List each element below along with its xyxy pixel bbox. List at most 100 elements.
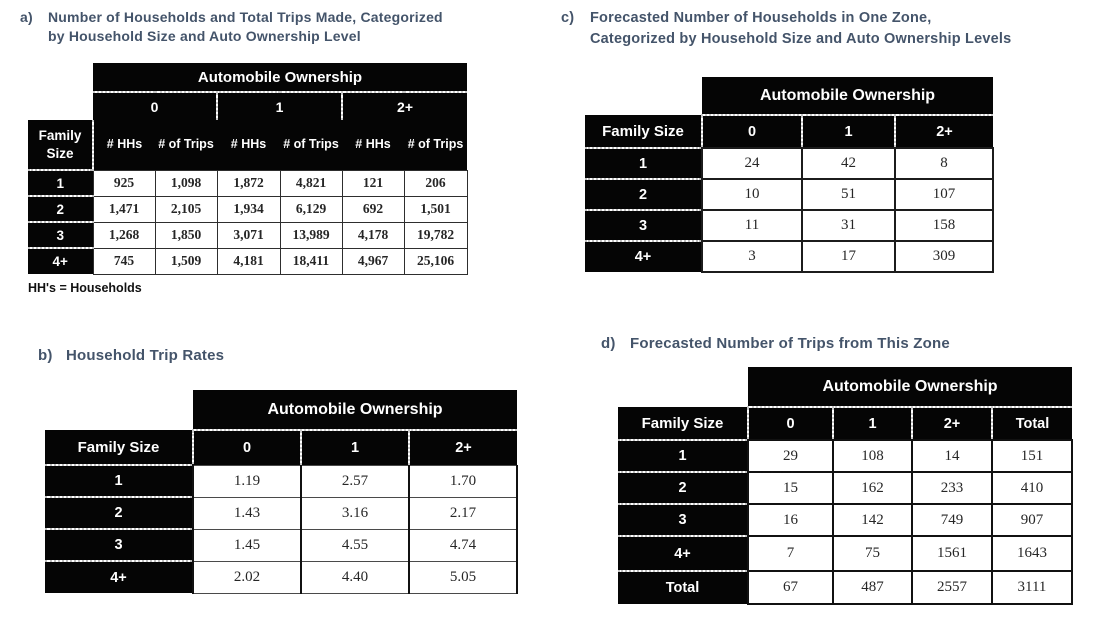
table-c-cell: 17 [801,240,896,273]
table-d-cell: 162 [832,471,913,505]
table-a-cell: 4,821 [279,169,343,197]
table-b-cell: 2.57 [300,464,410,498]
table-d-cell: 1643 [991,535,1073,572]
table-c-cell: 24 [701,147,803,180]
figure-c-label: c) [561,10,575,26]
table-b-automobile-ownership-header: Automobile Ownership [193,390,517,431]
table-b-cell: 2.02 [192,560,302,594]
table-d-cell: 1561 [911,535,993,572]
table-d-family-size-header: Family Size [618,407,748,440]
table-a-cell: 19,782 [403,221,468,249]
table-d-total-cell: 2557 [911,570,993,605]
table-d-total-cell: 487 [832,570,913,605]
table-d-automobile-ownership-header: Automobile Ownership [748,367,1072,408]
table-a-col-hhs-0: # HHs [92,120,155,170]
table-c-forecasted-households: Automobile Ownership Family Size 0 1 2+ … [585,77,994,273]
table-b-family-size-header: Family Size [45,430,193,465]
figure-b-title-line1: Household Trip Rates [66,347,225,364]
table-d-cell: 7 [747,535,834,572]
figure-a-title: a) Number of Households and Total Trips … [20,8,490,46]
table-d-row-label: 2 [618,471,748,504]
table-d-cell: 749 [911,503,993,537]
table-c-row-label: 2 [585,178,702,210]
table-c-cell: 51 [801,178,896,211]
table-a-cell: 206 [403,169,468,197]
table-b-cell: 1.70 [408,464,518,498]
table-b-row-label: 3 [45,528,193,561]
table-a-cell: 18,411 [279,247,343,275]
table-b-cell: 2.17 [408,496,518,530]
table-d-ownership-level-0: 0 [747,407,833,440]
table-a-cell: 1,934 [216,195,281,223]
table-c-cell: 11 [701,209,803,242]
figure-a-title-line1: Number of Households and Total Trips Mad… [48,9,443,25]
table-b-row-label: 2 [45,496,193,529]
table-b-cell: 4.55 [300,528,410,562]
table-a-cell: 13,989 [279,221,343,249]
table-a-ownership-level-1: 1 [216,92,342,120]
table-d-cell: 151 [991,439,1073,473]
table-a-cell: 1,509 [154,247,218,275]
table-c-family-size-header: Family Size [585,115,702,148]
table-a-row-label: 4+ [28,247,93,274]
table-a-cell: 3,071 [216,221,281,249]
table-d-cell: 29 [747,439,834,473]
table-a-households-and-trips: Automobile Ownership 0 1 2+ Family Size … [28,63,468,275]
figure-d-label: d) [601,335,616,352]
table-a-row-label: 2 [28,195,93,222]
table-b-row-label: 4+ [45,560,193,593]
table-c-row-label: 4+ [585,240,702,272]
table-c-cell: 8 [894,147,994,180]
table-a-cell: 4,967 [341,247,405,275]
table-a-row-label: 1 [28,169,93,196]
table-b-ownership-level-0: 0 [192,430,301,465]
table-d-cell: 75 [832,535,913,572]
table-a-automobile-ownership-header: Automobile Ownership [93,63,468,93]
table-b-ownership-level-2plus: 2+ [408,430,517,465]
table-d-total-cell: 3111 [991,570,1073,605]
table-d-total-row-label: Total [618,570,748,604]
table-d-cell: 233 [911,471,993,505]
table-c-cell: 158 [894,209,994,242]
table-b-cell: 1.45 [192,528,302,562]
table-a-cell: 25,106 [403,247,468,275]
table-b-cell: 4.74 [408,528,518,562]
table-b-cell: 1.43 [192,496,302,530]
table-c-ownership-level-2plus: 2+ [894,115,993,148]
figure-b-title: b) Household Trip Rates [38,346,438,366]
table-d-forecasted-trips: Automobile Ownership Family Size 0 1 2+ … [618,367,1073,605]
table-a-cell: 925 [92,169,156,197]
figure-d-title-line1: Forecasted Number of Trips from This Zon… [630,335,950,352]
table-c-cell: 309 [894,240,994,273]
table-c-row-label: 3 [585,209,702,241]
table-a-cell: 2,105 [154,195,218,223]
table-a-col-trips-2plus: # of Trips [404,120,468,170]
table-a-cell: 121 [341,169,405,197]
table-d-row-label: 3 [618,503,748,536]
table-b-ownership-level-1: 1 [300,430,409,465]
table-d-total-cell: 67 [747,570,834,605]
table-d-cell: 108 [832,439,913,473]
table-a-row-label: 3 [28,221,93,248]
table-d-corner-spacer [618,367,748,407]
table-b-cell: 1.19 [192,464,302,498]
table-a-corner-spacer [28,63,93,120]
figure-c-title-line2: Categorized by Household Size and Auto O… [590,31,1012,47]
table-d-cell: 16 [747,503,834,537]
table-a-cell: 1,471 [92,195,156,223]
table-c-cell: 10 [701,178,803,211]
table-a-cell: 1,872 [216,169,281,197]
figure-c-title: c) Forecasted Number of Households in On… [561,8,1091,50]
table-a-col-trips-0: # of Trips [155,120,217,170]
table-c-row-label: 1 [585,147,702,179]
table-b-cell: 4.40 [300,560,410,594]
table-c-ownership-level-0: 0 [701,115,802,148]
table-c-cell: 42 [801,147,896,180]
table-d-cell: 15 [747,471,834,505]
table-a-cell: 745 [92,247,156,275]
table-c-cell: 107 [894,178,994,211]
table-c-cell: 31 [801,209,896,242]
figure-b-label: b) [38,347,53,364]
table-a-col-hhs-2plus: # HHs [342,120,404,170]
